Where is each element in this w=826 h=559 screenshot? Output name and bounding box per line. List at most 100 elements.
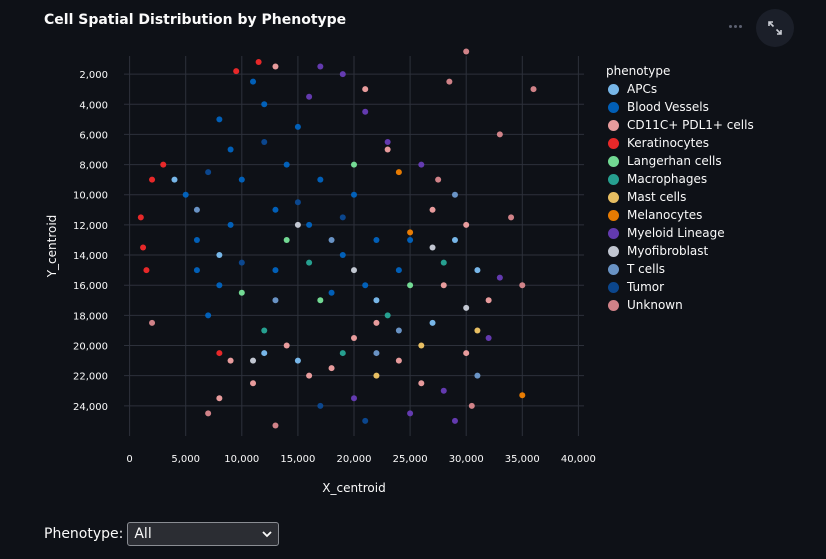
- data-point: [328, 365, 335, 372]
- y-tick-label: 4,000: [79, 100, 108, 111]
- data-point: [294, 199, 301, 206]
- chevron-down-icon: [262, 531, 272, 538]
- data-point: [216, 282, 223, 289]
- data-point: [261, 138, 268, 145]
- legend-item[interactable]: Tumor: [606, 278, 754, 296]
- data-point: [463, 304, 470, 311]
- data-point: [216, 350, 223, 357]
- y-tick-label: 24,000: [73, 402, 108, 413]
- data-point: [418, 161, 425, 168]
- data-point: [227, 357, 234, 364]
- data-point: [272, 267, 279, 274]
- legend-swatch: [608, 299, 619, 311]
- data-point: [474, 267, 481, 274]
- data-point: [216, 252, 223, 259]
- data-point: [463, 221, 470, 228]
- data-point: [418, 380, 425, 387]
- data-point: [373, 372, 380, 379]
- more-horizontal-icon: [728, 24, 732, 28]
- data-point: [485, 297, 492, 304]
- data-points: [137, 48, 537, 429]
- data-point: [339, 350, 346, 357]
- legend-swatch: [608, 245, 619, 257]
- y-tick-label: 22,000: [73, 372, 108, 383]
- data-point: [238, 289, 245, 296]
- legend-item[interactable]: Keratinocytes: [606, 134, 754, 152]
- legend-label: Unknown: [627, 298, 683, 312]
- data-point: [149, 319, 156, 326]
- legend-item[interactable]: Blood Vessels: [606, 98, 754, 116]
- data-point: [384, 312, 391, 319]
- data-point: [171, 176, 178, 183]
- y-axis-title: Y_centroid: [45, 215, 59, 279]
- data-point: [238, 259, 245, 266]
- legend-item[interactable]: Unknown: [606, 296, 754, 314]
- scatter-plot[interactable]: 2,000 4,000 6,000 8,000 10,000 12,000 14,000 16…: [0, 0, 826, 500]
- data-point: [261, 327, 268, 334]
- legend-swatch: [608, 119, 619, 131]
- legend-label: Myeloid Lineage: [627, 226, 725, 240]
- legend-item[interactable]: Myeloid Lineage: [606, 224, 754, 242]
- data-point: [294, 357, 301, 364]
- data-point: [227, 146, 234, 153]
- legend-item[interactable]: Mast cells: [606, 188, 754, 206]
- data-point: [137, 214, 144, 221]
- data-point: [440, 387, 447, 394]
- more-options-button[interactable]: [724, 16, 746, 36]
- data-point: [407, 410, 414, 417]
- legend-swatch: [608, 191, 619, 203]
- x-tick-label: 30,000: [449, 454, 484, 465]
- legend-swatch: [608, 227, 619, 239]
- data-point: [283, 236, 290, 243]
- legend-item[interactable]: CD11C+ PDL1+ cells: [606, 116, 754, 134]
- data-point: [306, 259, 313, 266]
- data-point: [351, 267, 357, 274]
- phenotype-select[interactable]: All: [127, 522, 280, 546]
- data-point: [362, 417, 369, 424]
- data-point: [435, 176, 442, 183]
- data-point: [351, 334, 357, 341]
- data-point: [446, 78, 453, 85]
- y-tick-label: 2,000: [79, 70, 108, 81]
- data-point: [362, 282, 369, 289]
- data-point: [193, 206, 200, 213]
- legend-label: Keratinocytes: [627, 136, 709, 150]
- y-tick-label: 6,000: [79, 130, 108, 141]
- legend-item[interactable]: Macrophages: [606, 170, 754, 188]
- legend-item[interactable]: Melanocytes: [606, 206, 754, 224]
- data-point: [250, 380, 257, 387]
- y-tick-label: 12,000: [73, 221, 108, 232]
- data-point: [351, 191, 357, 198]
- data-point: [519, 282, 526, 289]
- legend-item[interactable]: APCs: [606, 80, 754, 98]
- data-point: [261, 101, 268, 108]
- legend-label: Myofibroblast: [627, 244, 709, 258]
- data-point: [160, 161, 167, 168]
- data-point: [261, 350, 268, 357]
- data-point: [317, 297, 324, 304]
- phenotype-filter-label: Phenotype:: [44, 526, 124, 542]
- plot-grid: [124, 56, 584, 436]
- data-point: [227, 221, 234, 228]
- x-tick-label: 5,000: [171, 454, 200, 465]
- data-point: [384, 146, 391, 153]
- legend-item[interactable]: T cells: [606, 260, 754, 278]
- data-point: [216, 395, 223, 402]
- x-tick-label: 10,000: [224, 454, 259, 465]
- fullscreen-button[interactable]: [756, 9, 794, 47]
- legend-swatch: [608, 155, 619, 167]
- legend-item[interactable]: Langerhan cells: [606, 152, 754, 170]
- data-point: [451, 191, 458, 198]
- x-tick-label: 20,000: [337, 454, 372, 465]
- legend-label: Macrophages: [627, 172, 708, 186]
- data-point: [317, 63, 324, 70]
- data-point: [373, 297, 380, 304]
- legend-item[interactable]: Myofibroblast: [606, 242, 754, 260]
- data-point: [328, 236, 335, 243]
- data-point: [440, 259, 447, 266]
- y-tick-label: 10,000: [73, 191, 108, 202]
- data-point: [255, 59, 262, 66]
- legend-label: Blood Vessels: [627, 100, 709, 114]
- data-point: [384, 138, 391, 145]
- data-point: [294, 221, 301, 228]
